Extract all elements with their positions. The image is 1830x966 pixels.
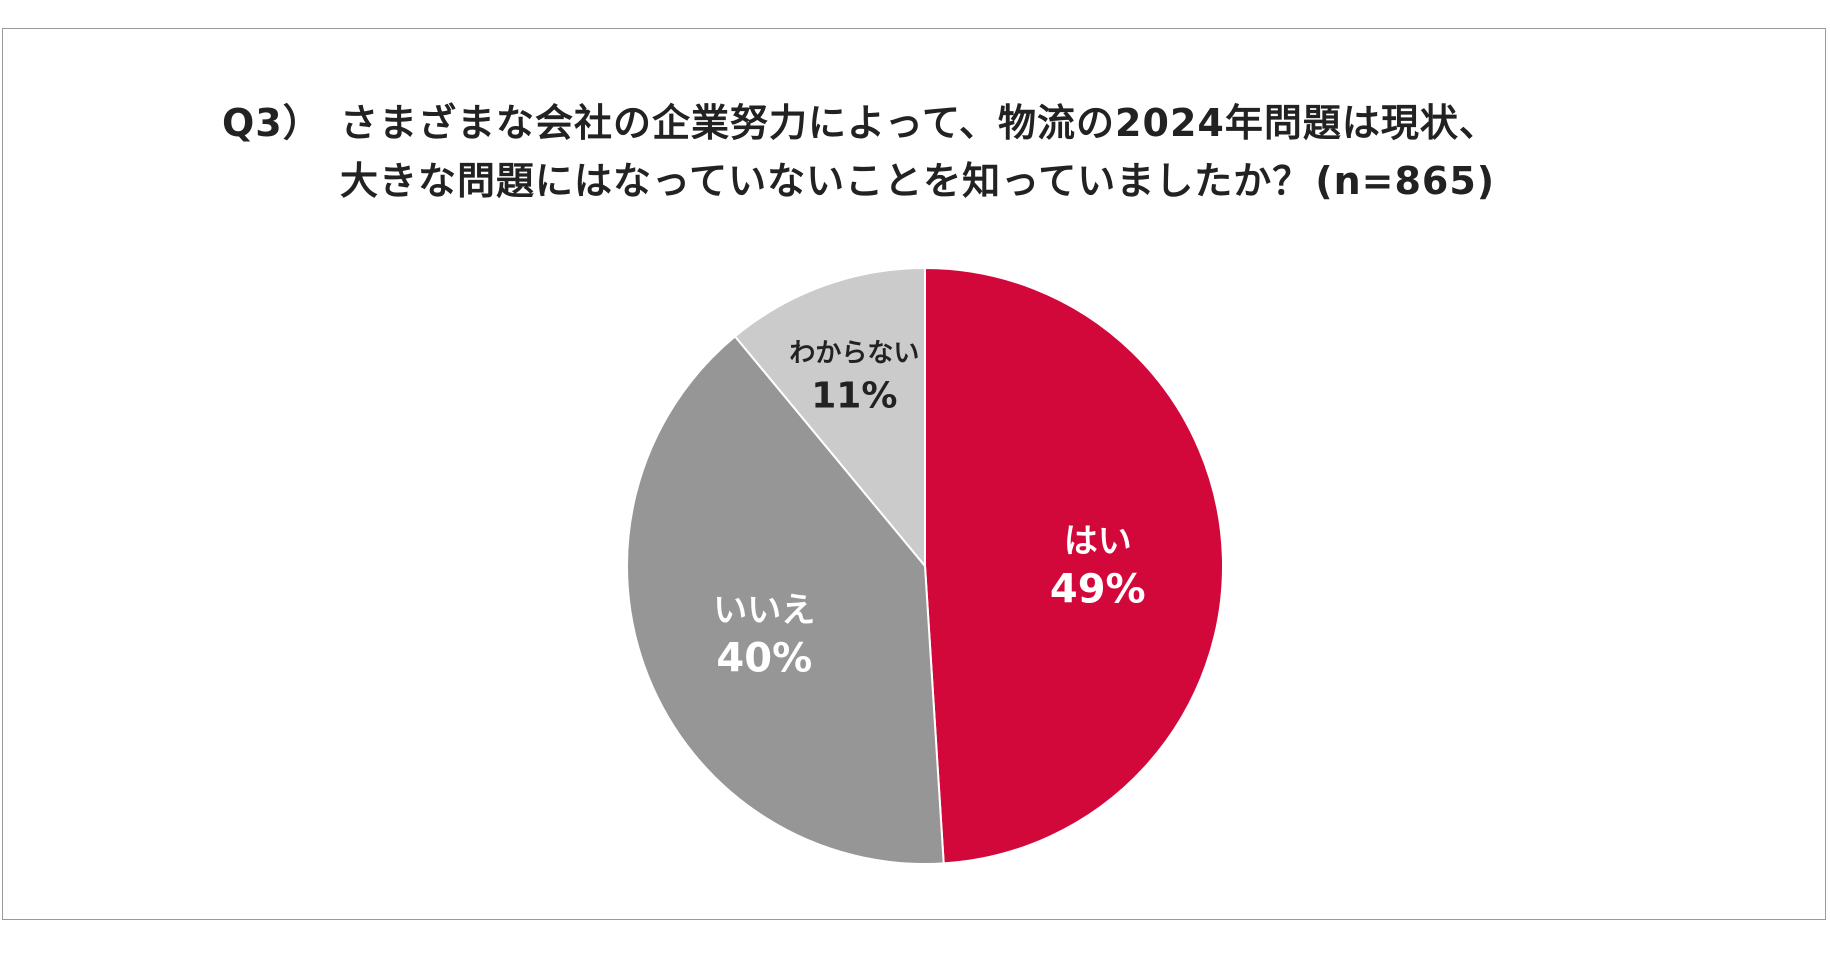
pie-slice-3: [733, 266, 926, 569]
slice-value-2: 40%: [716, 636, 812, 682]
slice-label-3: わからない: [789, 339, 919, 369]
pie-slice-2: [626, 334, 945, 865]
slice-value-1: 49%: [1050, 567, 1146, 613]
slice-value-3: 11%: [811, 376, 897, 417]
pie-slice-1: [924, 266, 1224, 865]
slice-label-2: いいえ: [713, 591, 815, 631]
slice-label-1: はい: [1064, 522, 1132, 562]
